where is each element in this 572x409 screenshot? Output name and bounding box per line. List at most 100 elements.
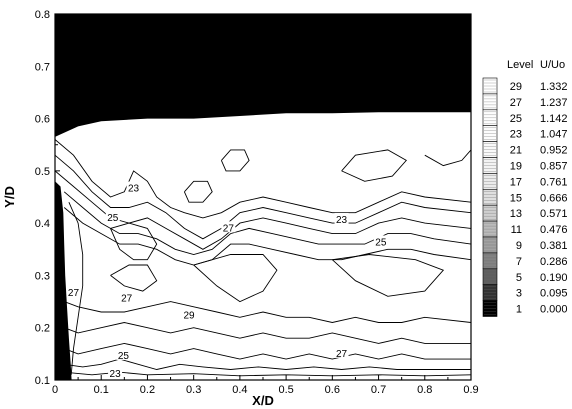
legend-value: 0.952 (540, 145, 568, 157)
legend-level: 17 (510, 176, 522, 188)
contour-line (54, 154, 472, 240)
legend-value: 0.286 (540, 256, 568, 268)
x-axis-ticks: 0 0.1 0.2 0.3 0.4 0.5 0.6 0.7 0.8 0.9 (52, 375, 479, 396)
x-tick-label: 0.7 (371, 384, 386, 396)
contour-label: 29 (183, 311, 195, 322)
legend-value: 0.666 (540, 192, 568, 204)
top-solid-region (55, 14, 471, 137)
contour-line (424, 149, 472, 167)
legend-value: 0.381 (540, 240, 568, 252)
x-tick-label: 0.5 (278, 384, 293, 396)
legend-value: 1.332 (540, 81, 568, 93)
x-axis-label: X/D (252, 393, 274, 408)
y-tick-label: 0.6 (35, 114, 50, 126)
legend-header-value: U/Uo (540, 59, 565, 71)
legend-value: 0.476 (540, 224, 568, 236)
legend-level: 19 (510, 160, 522, 172)
contour-line (110, 222, 158, 261)
legend-value: 0.190 (540, 272, 568, 284)
legend-header-level: Level (507, 59, 533, 71)
contour-line (183, 180, 213, 203)
y-axis-ticks: 0.1 0.2 0.3 0.4 0.5 0.6 0.7 0.8 (35, 9, 60, 387)
contour-label-bg (334, 346, 349, 358)
contour-line (63, 191, 472, 255)
legend-level: 11 (511, 224, 522, 236)
x-tick-label: 0.9 (463, 384, 478, 396)
contour-line (64, 358, 471, 370)
legend-level: 29 (510, 81, 522, 93)
legend-value: 0.761 (540, 176, 568, 188)
legend-value: 1.237 (540, 97, 568, 109)
contour-label: 23 (128, 184, 140, 195)
x-tick-label: 0.2 (140, 384, 155, 396)
y-tick-label: 0.5 (35, 166, 50, 178)
contour-label-bg (108, 367, 123, 379)
x-tick-label: 0.4 (232, 384, 247, 396)
contour-label-bg (221, 221, 236, 233)
contour-label: 27 (223, 223, 235, 234)
contour-line (54, 139, 472, 219)
y-axis-label: Y/D (2, 186, 17, 208)
contour-label-bg (116, 348, 131, 360)
contour-label-bg (182, 308, 197, 320)
legend-value: 0.857 (540, 160, 568, 172)
y-tick-label: 0.2 (35, 323, 50, 335)
legend-level: 5 (516, 272, 522, 284)
contour-label-bg (105, 210, 120, 222)
legend-value: 0.571 (540, 208, 568, 220)
legend-level: 21 (510, 145, 522, 157)
y-tick-label: 0.1 (35, 375, 50, 387)
contour-line (331, 254, 445, 297)
left-solid-region (55, 181, 72, 380)
contour-label: 23 (110, 369, 122, 380)
contour-label: 25 (118, 351, 130, 362)
legend-value: 1.047 (540, 129, 568, 141)
contour-label: 27 (121, 293, 133, 304)
contour-line (64, 322, 471, 344)
y-tick-label: 0.4 (35, 218, 50, 230)
contour-line (64, 301, 472, 323)
y-tick-label: 0.3 (35, 270, 50, 282)
legend-level: 27 (510, 97, 522, 109)
legend-level: 25 (510, 113, 522, 125)
contour-line (220, 149, 250, 172)
contour-label-bg (373, 235, 388, 247)
contour-line (63, 207, 472, 266)
legend-level: 1 (516, 304, 522, 316)
contour-label-bg (334, 212, 349, 224)
legend-value: 0.000 (540, 304, 568, 316)
contour-labels: 23 25 27 23 25 27 27 29 25 27 23 (66, 181, 388, 380)
x-tick-label: 0.1 (94, 384, 109, 396)
y-tick-label: 0.8 (35, 9, 50, 21)
contour-line (68, 202, 84, 375)
legend-level: 13 (510, 208, 522, 220)
legend-level: 7 (516, 256, 522, 268)
legend-value: 1.142 (540, 113, 568, 125)
contour-line (64, 342, 471, 360)
contour-label: 23 (336, 215, 348, 226)
contour-label-bg (119, 291, 134, 303)
x-tick-label: 0.3 (186, 384, 201, 396)
legend-level: 15 (510, 192, 522, 204)
contour-label: 25 (375, 237, 387, 248)
legend-level: 3 (516, 288, 522, 300)
contour-label: 25 (107, 213, 119, 224)
contour-label-bg (66, 286, 81, 298)
legend-level: 9 (516, 240, 522, 252)
contour-label-bg (126, 181, 141, 193)
x-tick-label: 0.6 (325, 384, 340, 396)
y-tick-label: 0.7 (35, 61, 50, 73)
legend-value: 0.095 (540, 288, 568, 300)
contour-label: 27 (336, 349, 348, 360)
legend-level: 23 (510, 129, 522, 141)
contour-label: 27 (68, 288, 80, 299)
legend: Level U/Uo 29 1.332 27 1.237 25 1.142 23 1.047 2… (482, 59, 568, 317)
contour-line (110, 264, 158, 292)
x-tick-label: 0.8 (417, 384, 432, 396)
x-tick-label: 0 (52, 384, 58, 396)
contour-line (341, 149, 408, 182)
contour-line (193, 254, 278, 303)
